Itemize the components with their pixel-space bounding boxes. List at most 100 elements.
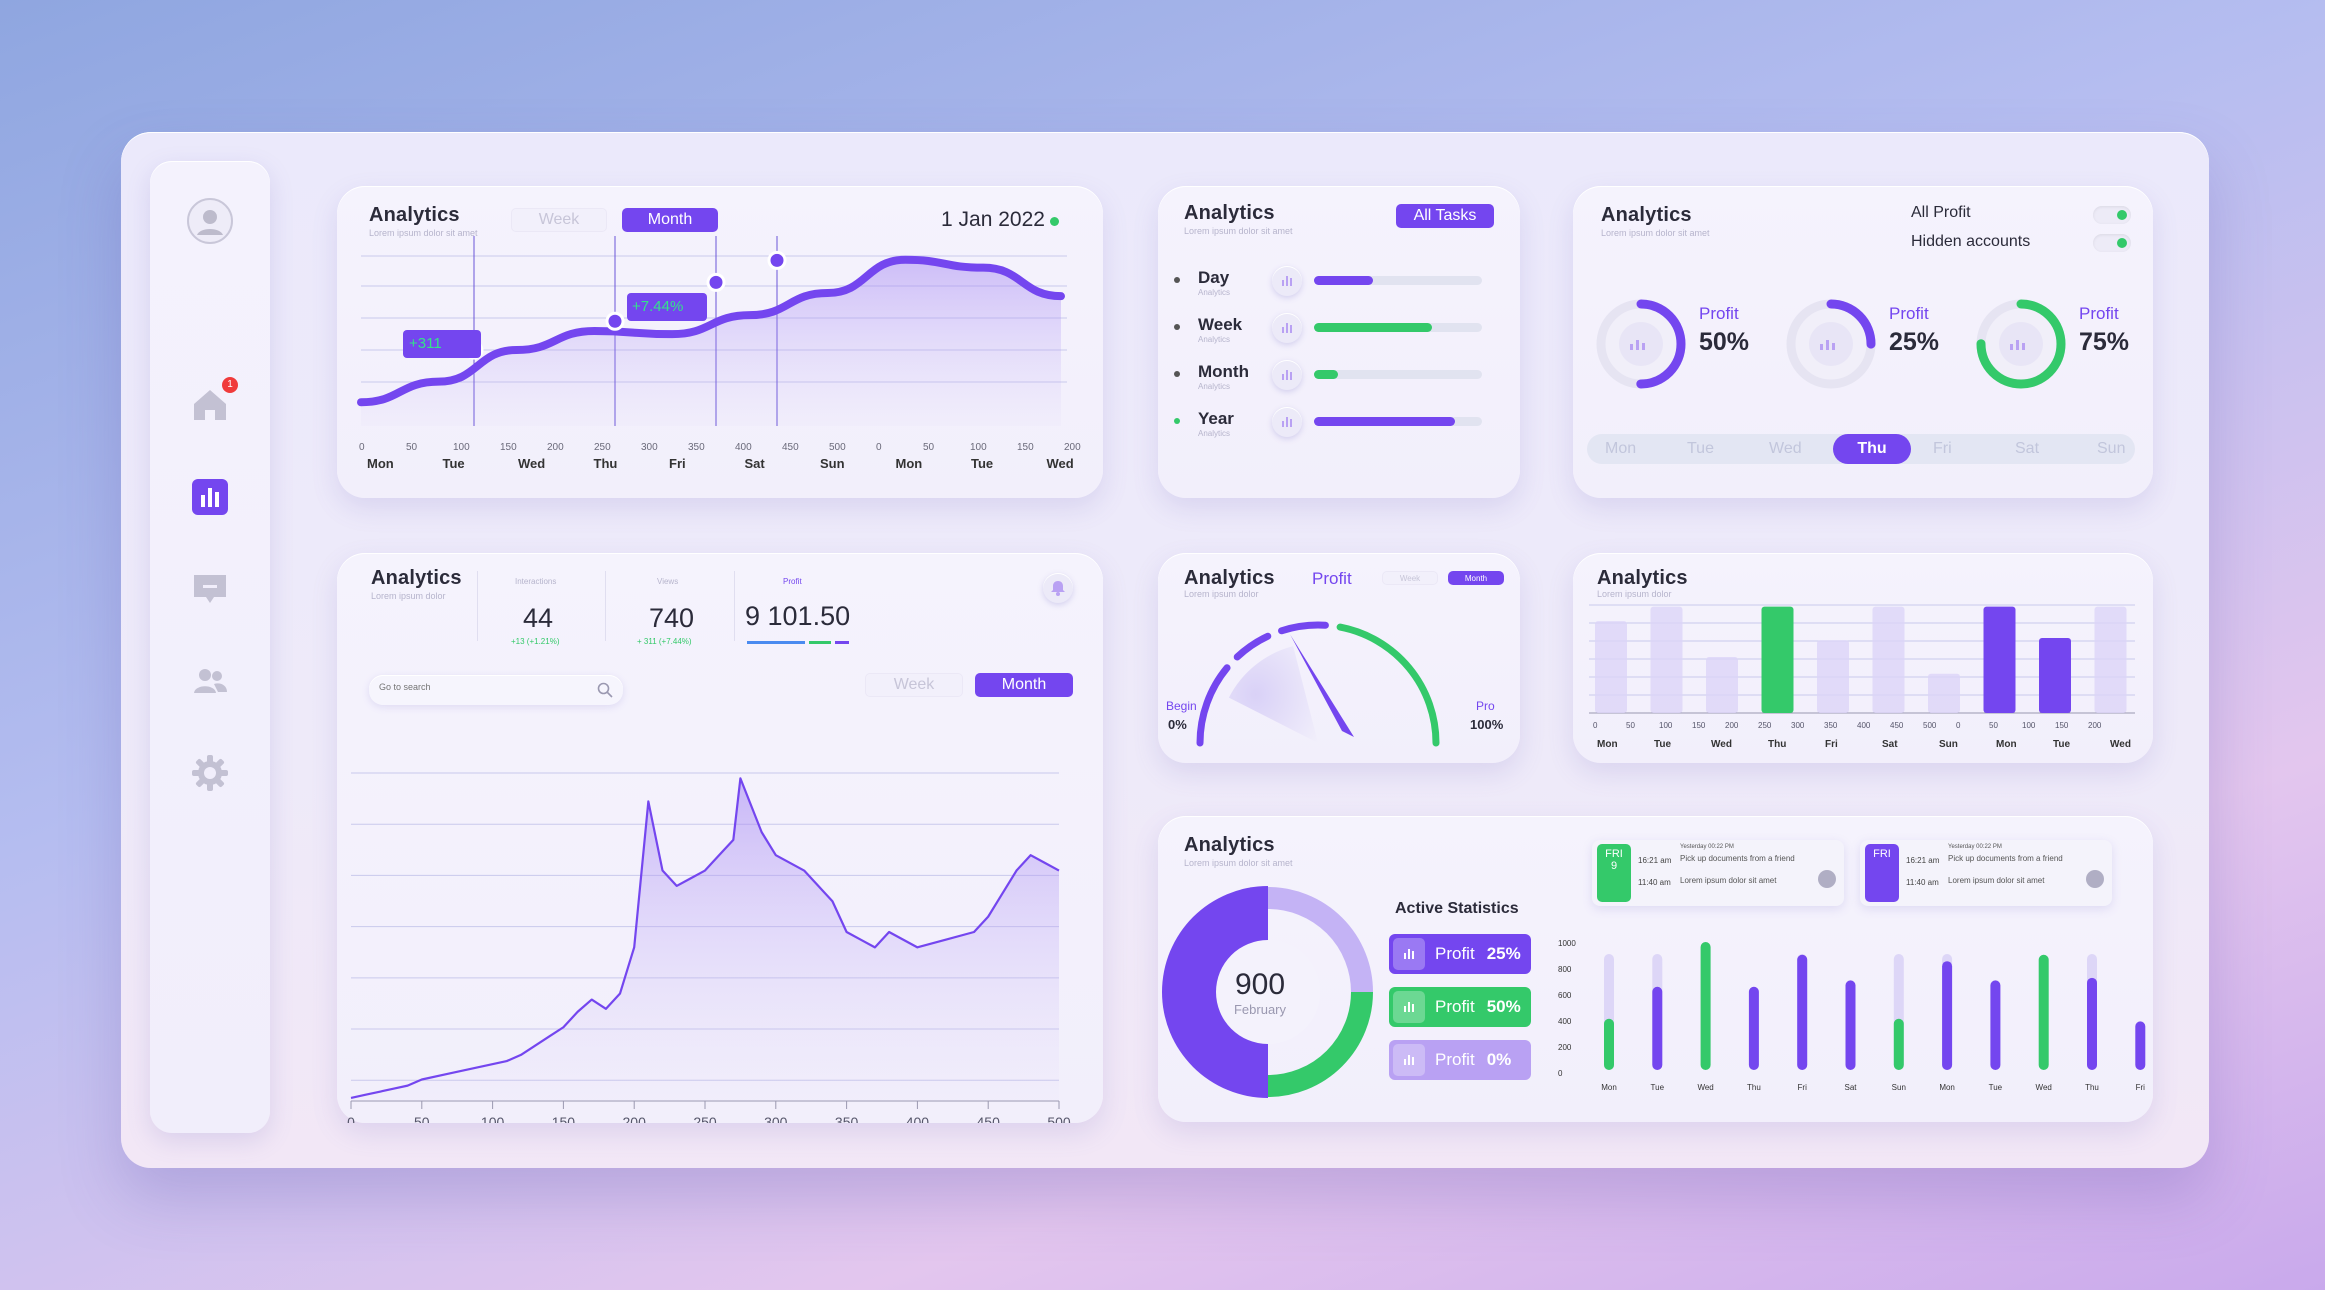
tab-week[interactable]: Week bbox=[511, 208, 607, 232]
ring-value: 25% bbox=[1889, 328, 1940, 356]
ring-label: Profit bbox=[1699, 304, 1739, 323]
chart-icon[interactable] bbox=[1272, 360, 1302, 390]
day-label: Mon bbox=[1939, 1083, 1955, 1092]
note-card[interactable]: FRI 16:21 am 11:40 am Yesterday 00:22 PM Pic… bbox=[1860, 840, 2112, 906]
line-area bbox=[361, 259, 1061, 426]
donut-segment bbox=[1267, 887, 1373, 993]
progress-fill bbox=[1314, 417, 1456, 426]
tab-week[interactable]: Week bbox=[865, 673, 963, 697]
bar-chart-card: Analytics Lorem ipsum dolor 0 50 100 150 200… bbox=[1573, 553, 2153, 763]
series-line bbox=[357, 255, 1065, 407]
card-subtitle: Lorem ipsum dolor bbox=[371, 591, 446, 601]
tab-month[interactable]: Month bbox=[622, 208, 718, 232]
stat-row[interactable]: Profit 0% bbox=[1389, 1040, 1531, 1080]
gauge-card: Analytics Lorem ipsum dolor Profit Week … bbox=[1158, 553, 1520, 763]
message-icon[interactable] bbox=[186, 565, 234, 613]
tick-label: 300 bbox=[1791, 721, 1805, 730]
stat-row[interactable]: Profit 50% bbox=[1389, 987, 1531, 1027]
home-icon[interactable]: 1 bbox=[186, 377, 238, 429]
day-option[interactable]: Sun bbox=[2097, 440, 2126, 457]
stat-row[interactable]: Profit 25% bbox=[1389, 934, 1531, 974]
row-sublabel: Analytics bbox=[1198, 335, 1231, 344]
progress-fill bbox=[1314, 323, 1432, 332]
day-label: Wed bbox=[2110, 739, 2131, 750]
tick-label: 150 bbox=[500, 442, 517, 453]
date-tag: FRI bbox=[1865, 844, 1899, 902]
chart-icon bbox=[1393, 1044, 1425, 1076]
note-text: Pick up documents from a friend bbox=[1680, 854, 1795, 863]
gear-icon[interactable] bbox=[186, 749, 234, 797]
progress-track bbox=[1314, 323, 1482, 332]
day-option[interactable]: Tue bbox=[1687, 440, 1714, 457]
profit-underline bbox=[747, 641, 805, 644]
interactions-delta: +13 (+1.21%) bbox=[511, 637, 560, 646]
y-tick-label: 0 bbox=[1558, 1069, 1563, 1078]
day-label: Mon bbox=[367, 456, 394, 471]
day-option[interactable]: Thu bbox=[1833, 434, 1911, 464]
bullet-dot bbox=[1174, 324, 1180, 330]
pro-label: Pro bbox=[1476, 699, 1495, 713]
day-label: Mon bbox=[1597, 739, 1618, 750]
day-option[interactable]: Sat bbox=[2015, 440, 2040, 457]
tab-month[interactable]: Month bbox=[975, 673, 1073, 697]
divider bbox=[734, 571, 735, 641]
stat-label: Profit bbox=[1435, 1050, 1475, 1069]
day-label: Thu bbox=[593, 456, 618, 471]
tick-label: 250 bbox=[594, 442, 611, 453]
all-tasks-button[interactable]: All Tasks bbox=[1396, 204, 1494, 228]
day-label: Sun bbox=[1939, 739, 1958, 750]
tick-label: 500 bbox=[1923, 721, 1937, 730]
x-tick-label: 200 bbox=[623, 1114, 647, 1123]
chart-icon[interactable] bbox=[186, 473, 234, 521]
day-label: Sat bbox=[1844, 1083, 1857, 1092]
day-label: Wed bbox=[2036, 1083, 2052, 1092]
row-label: Day bbox=[1198, 268, 1230, 287]
user-avatar-icon[interactable] bbox=[186, 197, 234, 245]
x-tick-label: 0 bbox=[347, 1114, 355, 1123]
chart-icon[interactable] bbox=[1272, 313, 1302, 343]
day-option[interactable]: Mon bbox=[1605, 440, 1637, 457]
tick-label: 100 bbox=[2022, 721, 2036, 730]
bar bbox=[1650, 606, 1683, 713]
bell-icon[interactable] bbox=[1043, 573, 1073, 603]
users-icon[interactable] bbox=[186, 657, 234, 705]
callout-badge: +7.44% bbox=[627, 293, 707, 321]
tick-label: 300 bbox=[641, 442, 658, 453]
tick-label: 450 bbox=[782, 442, 799, 453]
bar bbox=[1706, 657, 1738, 713]
hidden-accounts-toggle[interactable] bbox=[2093, 234, 2131, 252]
day-label: Tue bbox=[2053, 739, 2070, 750]
bar bbox=[2135, 1021, 2146, 1070]
search-bar bbox=[369, 675, 623, 705]
tab-month[interactable]: Month bbox=[1448, 571, 1504, 585]
chart-icon[interactable] bbox=[1272, 407, 1302, 437]
y-tick-label: 400 bbox=[1558, 1017, 1572, 1026]
day-label: Fri bbox=[2136, 1083, 2146, 1092]
ring-center bbox=[1999, 322, 2043, 366]
data-point bbox=[767, 250, 787, 270]
profit-ring bbox=[1596, 299, 1686, 389]
ring-label: Profit bbox=[1889, 304, 1929, 323]
chart-icon[interactable] bbox=[1272, 266, 1302, 296]
tick-label: 400 bbox=[735, 442, 752, 453]
note-card[interactable]: FRI 9 16:21 am 11:40 am Yesterday 00:22 PM Pi… bbox=[1592, 840, 1844, 906]
tab-week[interactable]: Week bbox=[1382, 571, 1438, 585]
day-label: Thu bbox=[2085, 1083, 2099, 1092]
day-option[interactable]: Fri bbox=[1933, 440, 1952, 457]
chart-icon bbox=[1826, 340, 1829, 350]
search-icon[interactable] bbox=[597, 682, 613, 698]
search-input[interactable] bbox=[379, 682, 579, 692]
note-time: 16:21 am bbox=[1906, 856, 1940, 865]
tick-label: 250 bbox=[1758, 721, 1772, 730]
area-chart: 0 50 100 150 200 250 300 350 400 450 500 bbox=[347, 772, 1071, 1123]
tick-label: 200 bbox=[2088, 721, 2102, 730]
tick-label: 50 bbox=[1989, 721, 1998, 730]
tick-label: 450 bbox=[1890, 721, 1904, 730]
day-option[interactable]: Wed bbox=[1769, 440, 1802, 457]
note-header: Yesterday 00:22 PM bbox=[1948, 844, 2002, 850]
tick-label: 150 bbox=[2055, 721, 2069, 730]
card-subtitle: Lorem ipsum dolor sit amet bbox=[1601, 228, 1710, 238]
all-profit-toggle[interactable] bbox=[2093, 206, 2131, 224]
chart-icon bbox=[1393, 991, 1425, 1023]
day-label: Tue bbox=[971, 456, 994, 471]
